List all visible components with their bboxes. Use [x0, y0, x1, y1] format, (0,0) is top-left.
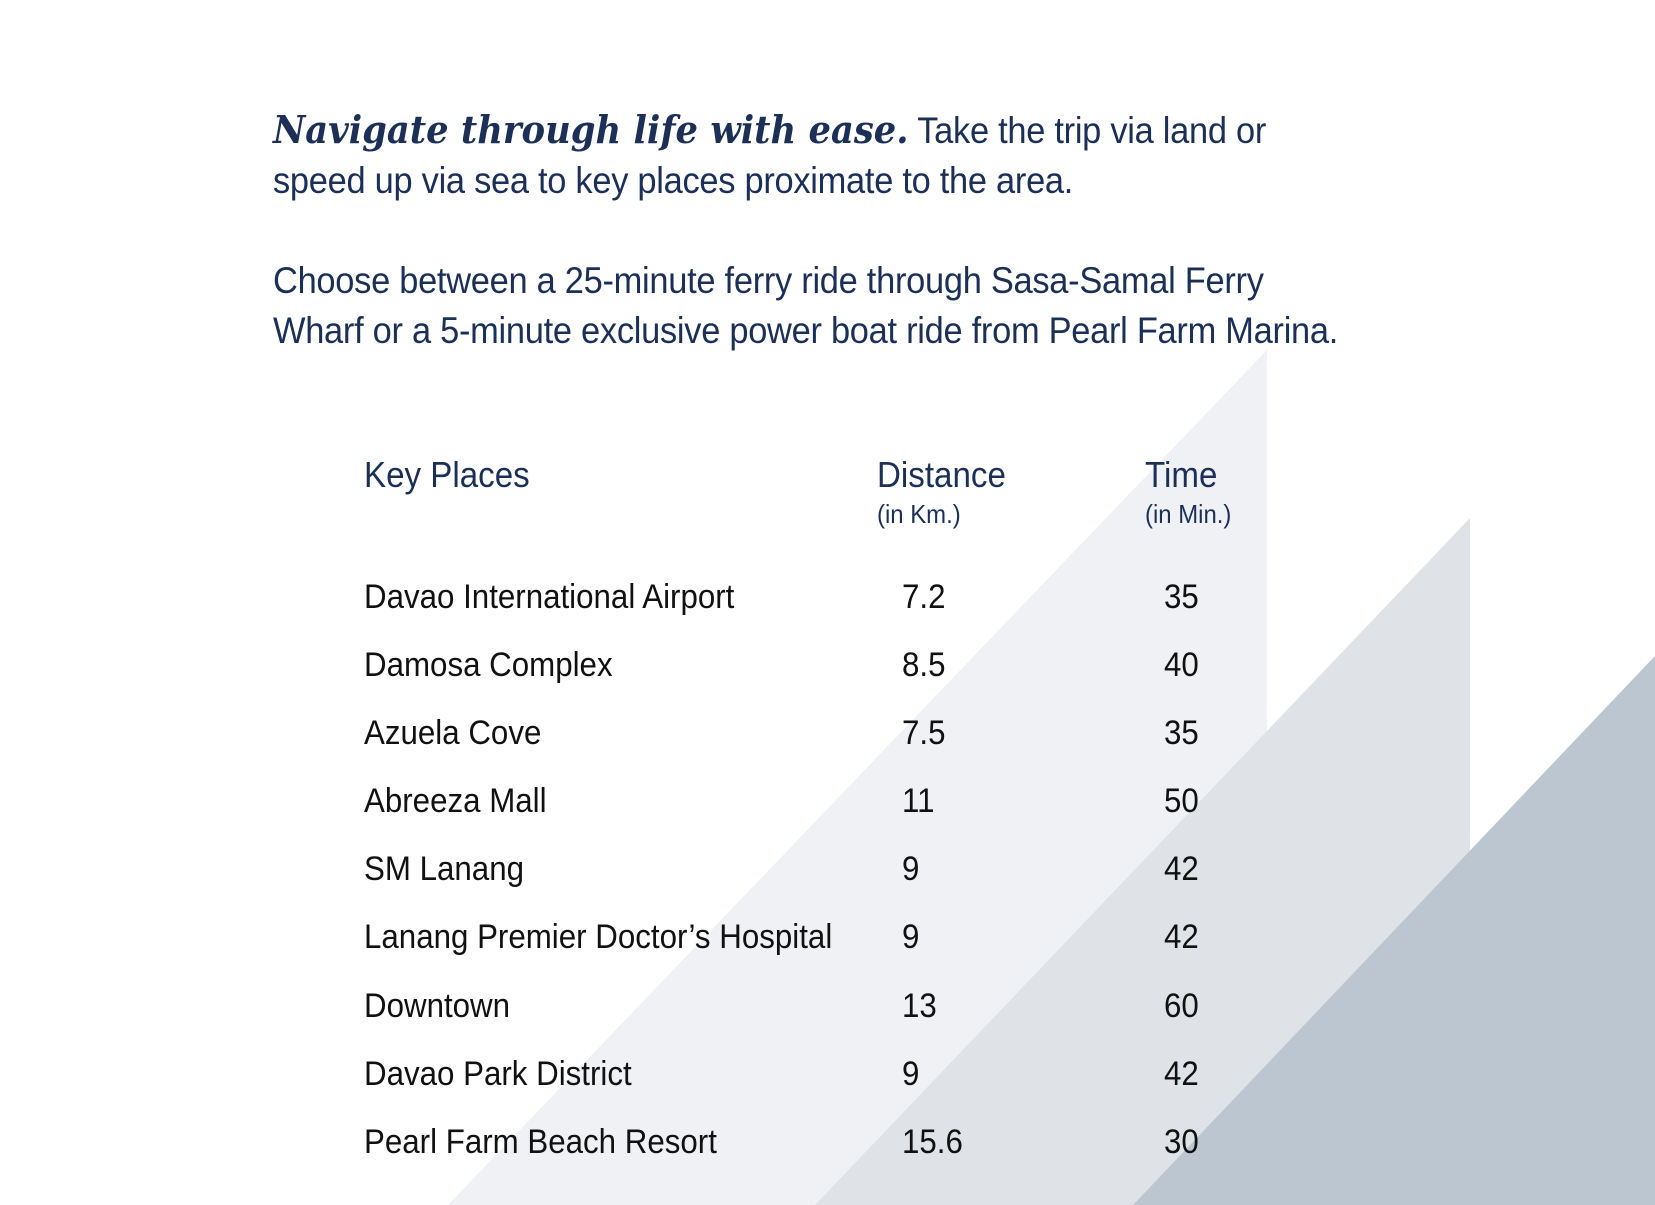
- table-row: Davao International Airport 7.2 35: [0, 573, 1655, 621]
- place-name: SM Lanang: [364, 850, 524, 888]
- table-row: Azuela Cove 7.5 35: [0, 709, 1655, 757]
- distance-value: 8.5: [902, 646, 946, 684]
- place-name: Abreeza Mall: [364, 782, 547, 820]
- place-name: Lanang Premier Doctor’s Hospital: [364, 918, 833, 956]
- ferry-paragraph: Choose between a 25-minute ferry ride th…: [273, 260, 1339, 351]
- intro-paragraph: Navigate through life with ease. Take th…: [273, 105, 1343, 206]
- time-value: 35: [1164, 578, 1199, 616]
- place-name: Downtown: [364, 987, 511, 1025]
- distance-value: 11: [902, 782, 935, 820]
- time-value: 40: [1164, 646, 1199, 684]
- header-distance: Distance: [877, 454, 1006, 495]
- intro-rest: Take the trip via land or speed up via s…: [273, 110, 1267, 201]
- distance-value: 9: [902, 1055, 920, 1093]
- table-row: SM Lanang 9 42: [0, 845, 1655, 893]
- distance-value: 13: [902, 987, 937, 1025]
- time-value: 30: [1164, 1123, 1199, 1161]
- distance-value: 7.5: [902, 714, 946, 752]
- time-value: 60: [1164, 987, 1199, 1025]
- time-value: 42: [1164, 1055, 1199, 1093]
- distance-value: 9: [902, 918, 920, 956]
- distance-value: 7.2: [902, 578, 946, 616]
- table-row: Downtown 13 60: [0, 982, 1655, 1030]
- time-value: 35: [1164, 714, 1199, 752]
- place-name: Davao International Airport: [364, 578, 735, 616]
- table-row: Lanang Premier Doctor’s Hospital 9 42: [0, 913, 1655, 961]
- place-name: Azuela Cove: [364, 714, 542, 752]
- table-row: Davao Park District 9 42: [0, 1050, 1655, 1098]
- header-distance-unit: (in Km.): [877, 499, 961, 529]
- dark-triangle: [1133, 656, 1655, 1205]
- time-value: 42: [1164, 850, 1199, 888]
- table-row: Pearl Farm Beach Resort 15.6 30: [0, 1118, 1655, 1166]
- table-row: Abreeza Mall 11 50: [0, 777, 1655, 825]
- header-key-places: Key Places: [364, 454, 530, 495]
- place-name: Pearl Farm Beach Resort: [364, 1123, 717, 1161]
- header-time: Time: [1145, 454, 1218, 495]
- place-name: Damosa Complex: [364, 646, 613, 684]
- distance-value: 15.6: [902, 1123, 963, 1161]
- header-time-unit: (in Min.): [1145, 499, 1232, 529]
- table-row: Damosa Complex 8.5 40: [0, 641, 1655, 689]
- time-value: 50: [1164, 782, 1199, 820]
- time-value: 42: [1164, 918, 1199, 956]
- intro-lead: Navigate through life with ease.: [273, 107, 909, 152]
- place-name: Davao Park District: [364, 1055, 632, 1093]
- distance-value: 9: [902, 850, 920, 888]
